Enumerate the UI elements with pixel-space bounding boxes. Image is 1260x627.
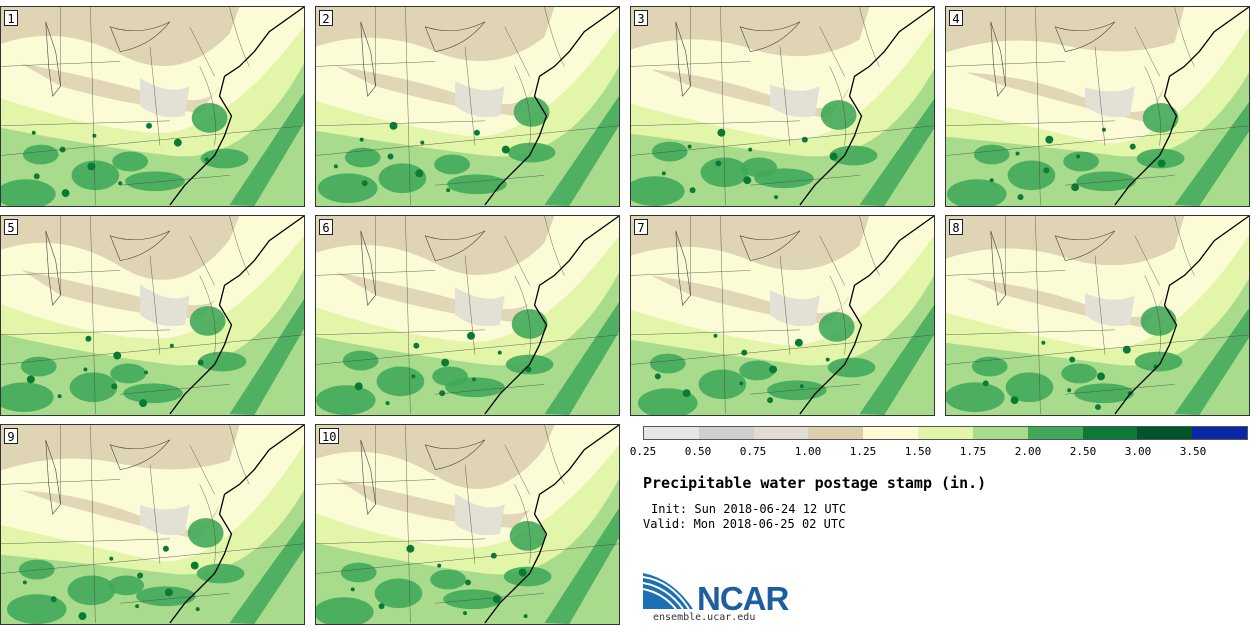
map-field bbox=[631, 7, 934, 206]
map-stamp-9: 9 bbox=[0, 424, 305, 625]
init-time: Init: Sun 2018-06-24 12 UTC bbox=[651, 502, 847, 516]
map-stamp-7: 7 bbox=[630, 215, 935, 416]
colorbar-label: 1.50 bbox=[904, 445, 932, 458]
valid-time: Valid: Mon 2018-06-25 02 UTC bbox=[643, 517, 846, 531]
colorbar-segment-5 bbox=[863, 427, 919, 439]
colorbar-segment-9 bbox=[1082, 427, 1138, 439]
ncar-logo-text: NCAR bbox=[697, 580, 789, 617]
map-stamp-1: 1 bbox=[0, 6, 305, 207]
colorbar-segment-7 bbox=[972, 427, 1028, 439]
stamp-number: 3 bbox=[634, 10, 648, 26]
colorbar-segment-1 bbox=[644, 427, 699, 439]
map-stamp-6: 6 bbox=[315, 215, 620, 416]
colorbar bbox=[643, 426, 1248, 440]
map-field bbox=[316, 7, 619, 206]
colorbar-label: 2.50 bbox=[1069, 445, 1097, 458]
site-url: ensemble.ucar.edu bbox=[653, 612, 756, 623]
stamp-number: 7 bbox=[634, 219, 648, 235]
colorbar-label: 0.25 bbox=[629, 445, 657, 458]
colorbar-label: 3.00 bbox=[1124, 445, 1152, 458]
colorbar-label: 1.75 bbox=[959, 445, 987, 458]
map-stamp-4: 4 bbox=[945, 6, 1250, 207]
colorbar-label: 2.00 bbox=[1014, 445, 1042, 458]
map-field bbox=[316, 216, 619, 415]
chart-title: Precipitable water postage stamp (in.) bbox=[643, 474, 987, 492]
colorbar-segment-3 bbox=[753, 427, 809, 439]
stamp-number: 10 bbox=[319, 428, 340, 444]
colorbar-segment-10 bbox=[1137, 427, 1193, 439]
stamp-number: 8 bbox=[949, 219, 963, 235]
colorbar-segment-11 bbox=[1192, 427, 1247, 439]
map-field bbox=[946, 216, 1249, 415]
ncar-logo-icon bbox=[643, 573, 693, 610]
stamp-number: 6 bbox=[319, 219, 333, 235]
map-stamp-8: 8 bbox=[945, 215, 1250, 416]
stamp-number: 1 bbox=[4, 10, 18, 26]
map-field bbox=[946, 7, 1249, 206]
colorbar-label: 1.00 bbox=[794, 445, 822, 458]
map-stamp-10: 10 bbox=[315, 424, 620, 625]
colorbar-label: 0.50 bbox=[684, 445, 712, 458]
colorbar-segment-4 bbox=[808, 427, 864, 439]
map-field bbox=[1, 216, 304, 415]
map-stamp-3: 3 bbox=[630, 6, 935, 207]
map-field bbox=[1, 425, 304, 624]
stamp-number: 9 bbox=[4, 428, 18, 444]
map-stamp-5: 5 bbox=[0, 215, 305, 416]
colorbar-segment-2 bbox=[698, 427, 754, 439]
map-field bbox=[1, 7, 304, 206]
colorbar-segment-6 bbox=[918, 427, 973, 439]
stamp-number: 2 bbox=[319, 10, 333, 26]
colorbar-label: 1.25 bbox=[849, 445, 877, 458]
colorbar-labels: 0.25 0.50 0.75 1.00 1.25 1.50 1.75 2.00 2.50 3.00… bbox=[630, 445, 1248, 461]
colorbar-segment-8 bbox=[1027, 427, 1083, 439]
map-field bbox=[631, 216, 934, 415]
stamp-number: 5 bbox=[4, 219, 18, 235]
colorbar-label: 3.50 bbox=[1179, 445, 1207, 458]
stamp-number: 4 bbox=[949, 10, 963, 26]
map-stamp-2: 2 bbox=[315, 6, 620, 207]
map-field bbox=[316, 425, 619, 624]
colorbar-label: 0.75 bbox=[739, 445, 767, 458]
